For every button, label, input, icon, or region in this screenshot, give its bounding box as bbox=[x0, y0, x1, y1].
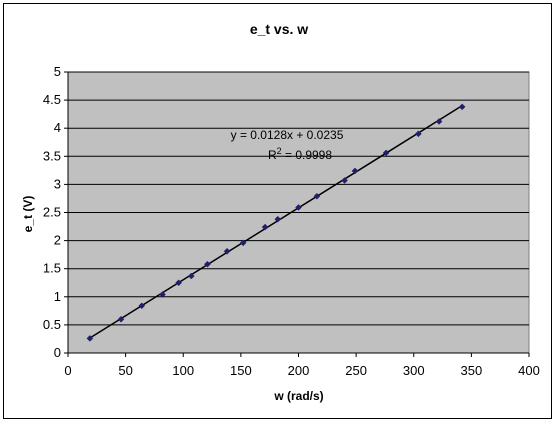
data-point bbox=[239, 239, 247, 247]
y-tick-label: 2.5 bbox=[43, 205, 61, 220]
x-tick-label: 200 bbox=[288, 363, 310, 378]
y-axis-title: e_t (V) bbox=[21, 196, 35, 233]
x-tick-label: 250 bbox=[345, 363, 367, 378]
data-point bbox=[458, 103, 466, 111]
data-point bbox=[117, 315, 125, 323]
data-points bbox=[86, 103, 466, 342]
y-tick-label: 0 bbox=[54, 345, 61, 360]
data-point bbox=[435, 118, 443, 125]
grid-lines bbox=[68, 71, 529, 326]
data-point bbox=[313, 192, 321, 200]
data-point bbox=[382, 149, 390, 157]
data-point bbox=[274, 215, 282, 223]
trendline-r-squared: R2 = 0.9998 bbox=[268, 146, 332, 162]
trendline-line bbox=[89, 105, 463, 339]
data-point bbox=[187, 272, 195, 280]
y-tick-label: 3 bbox=[54, 176, 61, 191]
trendline bbox=[89, 105, 463, 339]
data-point bbox=[295, 204, 302, 211]
axes bbox=[64, 71, 530, 357]
y-tick-label: 0.5 bbox=[43, 317, 61, 332]
data-point bbox=[175, 279, 182, 287]
data-point bbox=[415, 130, 422, 138]
data-point bbox=[86, 335, 94, 342]
y-tick-label: 4.5 bbox=[43, 92, 61, 107]
y-tick-label: 1.5 bbox=[43, 261, 61, 276]
data-point bbox=[223, 247, 231, 255]
x-tick-label: 400 bbox=[518, 363, 540, 378]
y-tick-label: 3.5 bbox=[43, 148, 61, 163]
x-tick-label: 0 bbox=[64, 363, 71, 378]
trendline-equation: y = 0.0128x + 0.0235 bbox=[231, 128, 344, 142]
x-tick-labels: 0 50 100 150 200 250 300 350 400 bbox=[64, 363, 539, 378]
y-tick-labels: 0 0.5 1 1.5 2 2.5 3 3.5 4 4.5 5 bbox=[43, 64, 61, 360]
x-axis-title: w (rad/s) bbox=[273, 389, 323, 403]
y-tick-label: 4 bbox=[54, 120, 61, 135]
x-tick-label: 150 bbox=[230, 363, 252, 378]
data-point bbox=[138, 302, 146, 310]
data-point bbox=[159, 291, 166, 298]
data-point bbox=[261, 223, 269, 231]
x-tick-label: 300 bbox=[403, 363, 425, 378]
data-point bbox=[351, 167, 359, 175]
data-point bbox=[341, 177, 348, 184]
y-tick-label: 5 bbox=[54, 64, 61, 79]
data-point bbox=[204, 260, 211, 268]
x-tick-label: 50 bbox=[118, 363, 132, 378]
chart-title: e_t vs. w bbox=[250, 21, 308, 37]
x-tick-label: 100 bbox=[172, 363, 194, 378]
y-tick-label: 2 bbox=[54, 233, 61, 248]
x-tick-label: 350 bbox=[461, 363, 483, 378]
y-tick-label: 1 bbox=[54, 289, 61, 304]
